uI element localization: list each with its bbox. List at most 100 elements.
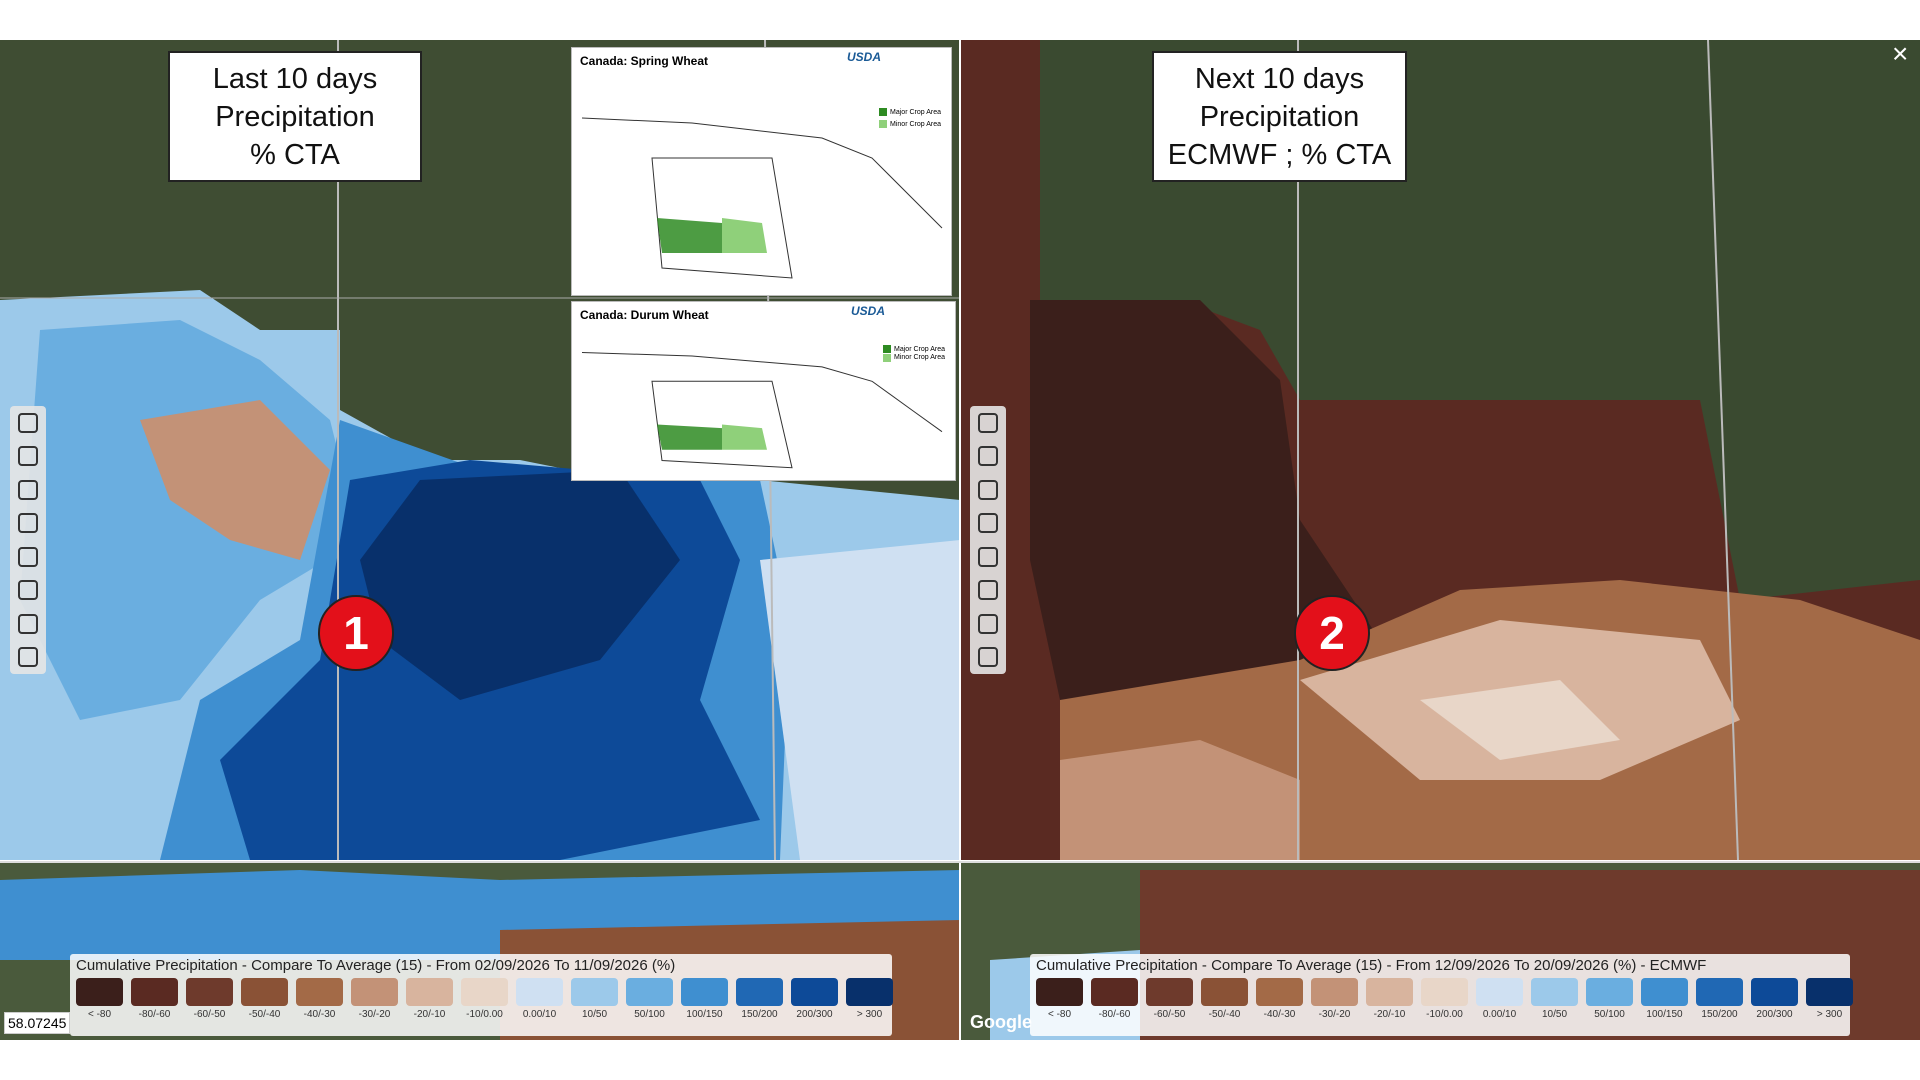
legend-label: -10/0.00 xyxy=(1426,1009,1463,1020)
region xyxy=(1030,300,1380,720)
inset-logo: USDA xyxy=(846,50,881,64)
legend-entry: Minor Crop Area xyxy=(879,120,941,128)
legend-swatch xyxy=(879,120,888,128)
region xyxy=(360,470,680,700)
tool-button[interactable] xyxy=(18,513,38,534)
attribution: Google xyxy=(970,1012,1032,1032)
legend-title: Cumulative Precipitation - Compare To Av… xyxy=(1036,957,1707,974)
tool-button[interactable] xyxy=(978,580,998,601)
legend-title: Cumulative Precipitation - Compare To Av… xyxy=(76,957,676,974)
tool-button[interactable] xyxy=(18,446,38,467)
legend-label: -50/-40 xyxy=(1208,1009,1241,1020)
legend-label: > 300 xyxy=(856,1009,883,1020)
legend-label: < -80 xyxy=(1047,1009,1072,1020)
box-line: ECMWF ; % CTA xyxy=(1167,138,1392,171)
inset-outline xyxy=(581,117,943,279)
tool-button[interactable] xyxy=(18,613,38,634)
inset-map: Canada: Spring Wheat USDA Major Crop Area… xyxy=(571,47,952,296)
region xyxy=(140,400,330,560)
legend-swatch xyxy=(296,978,343,1006)
legend-label: Minor Crop Area xyxy=(890,120,941,128)
tool-button[interactable] xyxy=(18,412,38,433)
legend-swatch xyxy=(846,978,893,1006)
legend-item: -30/-20 xyxy=(1311,978,1358,1020)
legend-item: < -80 xyxy=(76,978,123,1020)
legend-item: -30/-20 xyxy=(351,978,398,1020)
legend-swatch xyxy=(1311,978,1358,1006)
legend-item: -80/-60 xyxy=(1091,978,1138,1020)
tool-button[interactable] xyxy=(18,479,38,500)
legend-item: -40/-30 xyxy=(296,978,343,1020)
inset-outline xyxy=(581,351,943,469)
tool-button[interactable] xyxy=(978,546,998,567)
legend-swatch xyxy=(1256,978,1303,1006)
legend-swatch xyxy=(131,978,178,1006)
label-box: Next 10 days Precipitation ECMWF ; % CTA xyxy=(1152,51,1407,182)
legend-label: -20/-10 xyxy=(413,1009,446,1020)
tool-button[interactable] xyxy=(18,546,38,567)
legend-swatch xyxy=(1091,978,1138,1006)
inset-logo: USDA xyxy=(850,304,885,318)
legend-entry: Major Crop Area xyxy=(879,108,941,116)
legend-label: Major Crop Area xyxy=(894,345,945,353)
legend-item: > 300 xyxy=(846,978,893,1020)
legend-label: 0.00/10 xyxy=(522,1009,557,1020)
border xyxy=(1707,39,1739,861)
legend-swatch xyxy=(351,978,398,1006)
legend-swatch xyxy=(736,978,783,1006)
legend-label: Major Crop Area xyxy=(890,108,941,116)
right-map xyxy=(960,39,1920,1040)
tool-button[interactable] xyxy=(978,479,998,500)
tool-button[interactable] xyxy=(978,613,998,634)
legend-item: -10/0.00 xyxy=(1421,978,1468,1020)
legend-item: -60/-50 xyxy=(186,978,233,1020)
legend-label: -60/-50 xyxy=(1153,1009,1186,1020)
region xyxy=(1420,680,1620,760)
legend-item: -20/-10 xyxy=(1366,978,1413,1020)
legend-swatch xyxy=(1531,978,1578,1006)
legend-label: 10/50 xyxy=(1541,1009,1568,1020)
legend-swatch xyxy=(1696,978,1743,1006)
legend-label: 50/100 xyxy=(1594,1009,1625,1020)
legend-swatch xyxy=(571,978,618,1006)
tool-button[interactable] xyxy=(978,412,998,433)
legend-label: -30/-20 xyxy=(1318,1009,1351,1020)
legend-item: 200/300 xyxy=(791,978,838,1020)
legend-label: 100/150 xyxy=(1646,1009,1683,1020)
tool-button[interactable] xyxy=(18,580,38,601)
legend-label: > 300 xyxy=(1816,1009,1843,1020)
legend-swatch xyxy=(883,353,892,362)
legend-label: -20/-10 xyxy=(1373,1009,1406,1020)
legend-item: -80/-60 xyxy=(131,978,178,1020)
legend-swatch xyxy=(76,978,123,1006)
tool-button[interactable] xyxy=(978,647,998,668)
tool-button[interactable] xyxy=(978,513,998,534)
legend-row: < -80 -80/-60 -60/-50 -50/-40 -40/-30 -30/-20… xyxy=(1036,978,1853,1020)
legend-item: -50/-40 xyxy=(241,978,288,1020)
legend-item: -20/-10 xyxy=(406,978,453,1020)
legend-label: -40/-30 xyxy=(303,1009,336,1020)
close-button[interactable]: × xyxy=(1892,38,1909,69)
legend: Cumulative Precipitation - Compare To Av… xyxy=(1030,954,1853,1036)
tool-button[interactable] xyxy=(978,446,998,467)
legend-label: -40/-30 xyxy=(1263,1009,1296,1020)
legend-swatch xyxy=(791,978,838,1006)
legend-item: -50/-40 xyxy=(1201,978,1248,1020)
legend-item: 150/200 xyxy=(1696,978,1743,1020)
legend-swatch xyxy=(1366,978,1413,1006)
box-line: % CTA xyxy=(250,138,340,171)
legend-label: -10/0.00 xyxy=(466,1009,503,1020)
legend-item: 0.00/10 xyxy=(516,978,563,1020)
legend: Cumulative Precipitation - Compare To Av… xyxy=(70,954,893,1036)
inset-map: Canada: Durum Wheat USDA Major Crop Area M… xyxy=(571,301,956,481)
legend-swatch xyxy=(1036,978,1083,1006)
inset-title: Canada: Spring Wheat xyxy=(580,54,709,68)
legend-label: 50/100 xyxy=(634,1009,665,1020)
legend-label: 200/300 xyxy=(796,1009,833,1020)
legend-swatch xyxy=(1421,978,1468,1006)
legend-swatch xyxy=(1806,978,1853,1006)
tool-button[interactable] xyxy=(18,647,38,668)
legend-label: 100/150 xyxy=(686,1009,723,1020)
legend-item: -60/-50 xyxy=(1146,978,1193,1020)
